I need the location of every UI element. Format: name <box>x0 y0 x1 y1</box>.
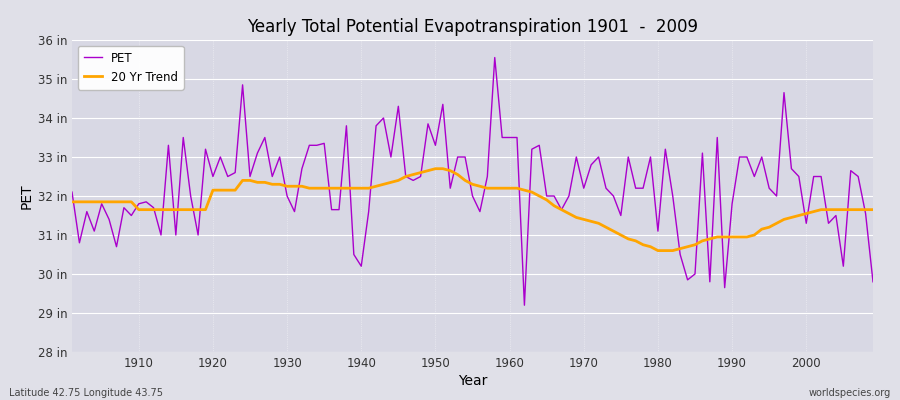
Text: Latitude 42.75 Longitude 43.75: Latitude 42.75 Longitude 43.75 <box>9 388 163 398</box>
Legend: PET, 20 Yr Trend: PET, 20 Yr Trend <box>78 46 184 90</box>
20 Yr Trend <box>430 166 441 171</box>
Text: worldspecies.org: worldspecies.org <box>809 388 891 398</box>
PET <box>519 303 530 308</box>
20 Yr Trend <box>868 207 878 212</box>
20 Yr Trend <box>600 225 611 230</box>
PET <box>504 135 515 140</box>
Line: PET: PET <box>72 58 873 305</box>
PET <box>490 55 500 60</box>
20 Yr Trend <box>511 186 522 190</box>
PET <box>511 135 522 140</box>
X-axis label: Year: Year <box>458 374 487 388</box>
PET <box>334 207 345 212</box>
PET <box>289 209 300 214</box>
Y-axis label: PET: PET <box>19 183 33 209</box>
20 Yr Trend <box>126 200 137 204</box>
PET <box>868 279 878 284</box>
20 Yr Trend <box>289 184 300 189</box>
Line: 20 Yr Trend: 20 Yr Trend <box>72 169 873 250</box>
20 Yr Trend <box>67 200 77 204</box>
20 Yr Trend <box>652 248 663 253</box>
PET <box>126 213 137 218</box>
PET <box>608 194 619 198</box>
20 Yr Trend <box>504 186 515 190</box>
20 Yr Trend <box>334 186 345 190</box>
PET <box>67 190 77 194</box>
Title: Yearly Total Potential Evapotranspiration 1901  -  2009: Yearly Total Potential Evapotranspiratio… <box>247 18 698 36</box>
